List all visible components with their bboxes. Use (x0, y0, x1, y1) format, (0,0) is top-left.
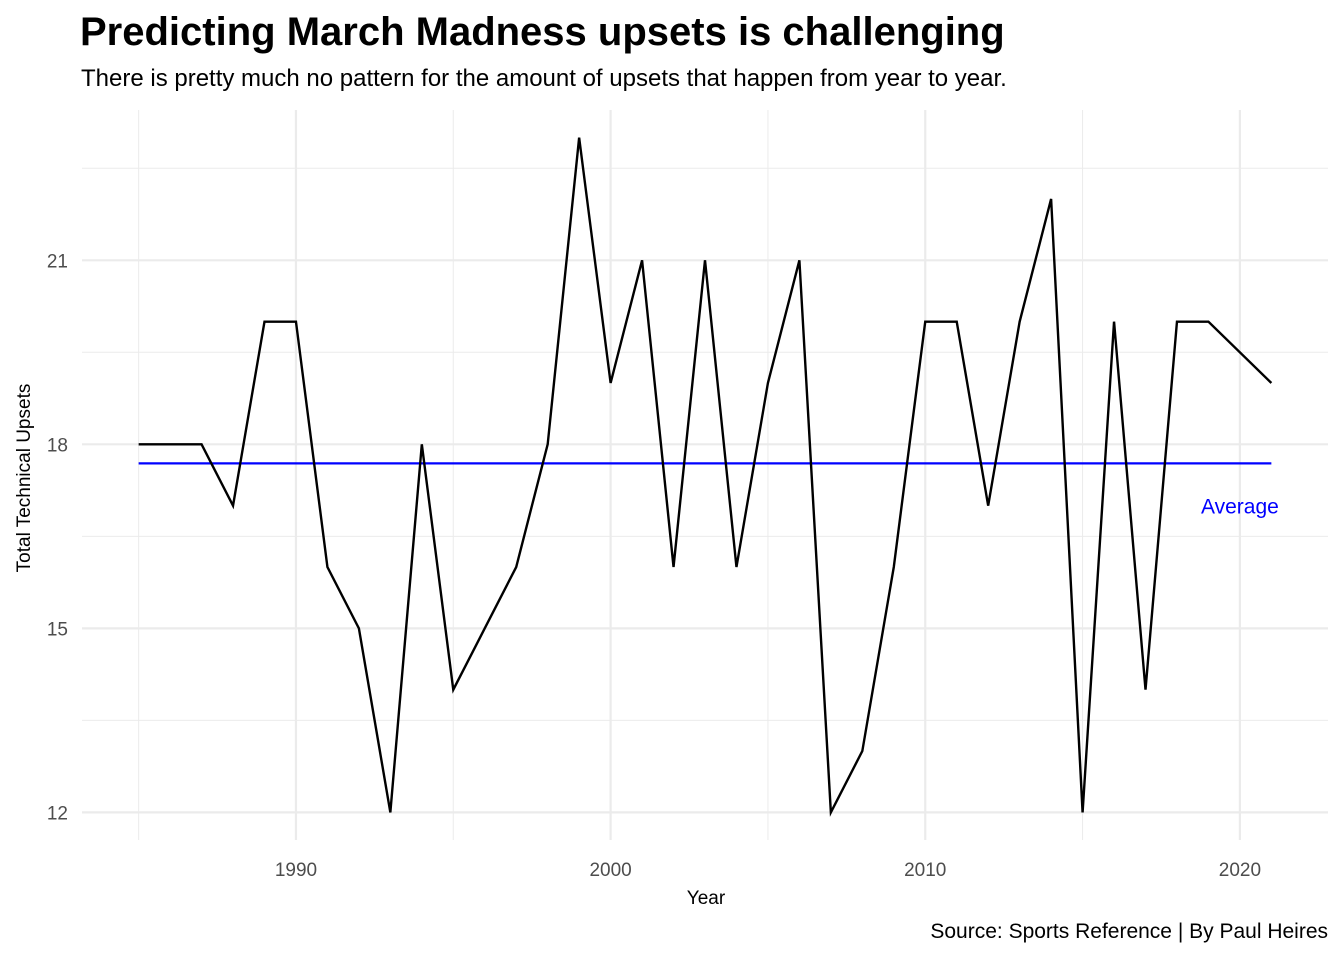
x-tick-label: 1990 (275, 860, 317, 881)
y-tick-label: 21 (47, 251, 68, 272)
tick-labels: 1990 2000 2010 2020 12 15 18 21 (47, 251, 1261, 881)
chart-subtitle: There is pretty much no pattern for the … (81, 65, 1007, 92)
series-layer (138, 137, 1273, 817)
source-caption: Source: Sports Reference | By Paul Heire… (930, 920, 1328, 943)
y-tick-label: 18 (47, 435, 68, 456)
y-tick-label: 15 (47, 619, 68, 640)
x-tick-label: 2010 (904, 860, 946, 881)
x-axis-title: Year (687, 888, 726, 909)
x-tick-label: 2000 (589, 860, 631, 881)
y-axis-title: Total Technical Upsets (14, 384, 35, 573)
average-reference: Average (138, 462, 1279, 518)
gridlines (82, 110, 1328, 840)
x-tick-label: 2020 (1219, 860, 1261, 881)
chart-title: Predicting March Madness upsets is chall… (80, 10, 1005, 54)
series-line (138, 137, 1273, 817)
y-tick-label: 12 (47, 803, 68, 824)
average-label: Average (1201, 495, 1279, 518)
